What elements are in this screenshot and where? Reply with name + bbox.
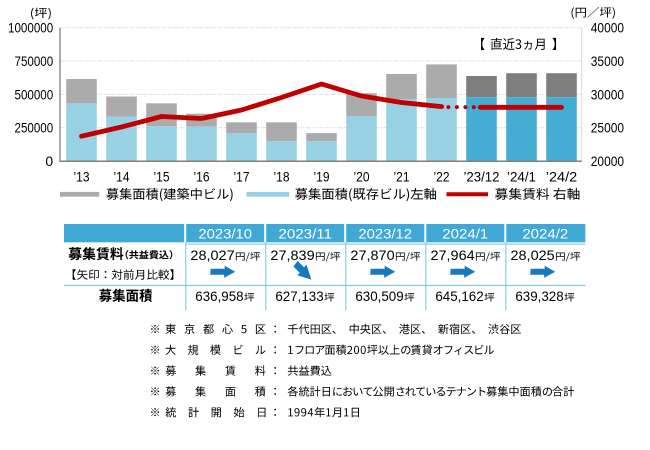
svg-text:’24/2: ’24/2 [546,169,578,185]
svg-text:28,025: 28,025 [510,247,554,263]
svg-text:750000: 750000 [15,53,54,69]
svg-text:’18: ’18 [274,169,290,185]
svg-text:30000: 30000 [591,86,624,102]
svg-text:’13: ’13 [74,169,90,185]
svg-text:636,958: 636,958 [195,288,244,304]
svg-text:’15: ’15 [154,169,170,185]
svg-text:’23/12: ’23/12 [464,169,500,185]
svg-text:’17: ’17 [234,169,250,185]
svg-text:500000: 500000 [15,86,54,102]
svg-text:’21: ’21 [394,169,410,185]
svg-text:0: 0 [45,153,53,169]
svg-text:20000: 20000 [591,153,624,169]
svg-text:645,162: 645,162 [435,288,484,304]
svg-text:’19: ’19 [314,169,330,185]
svg-text:’16: ’16 [194,169,210,185]
svg-text:’22: ’22 [434,169,450,185]
svg-text:’20: ’20 [354,169,370,185]
svg-text:630,509: 630,509 [355,288,404,304]
svg-text:2023/10: 2023/10 [198,227,252,242]
svg-text:627,133: 627,133 [275,288,324,304]
svg-text:2023/11: 2023/11 [278,227,332,242]
svg-text:27,839: 27,839 [270,247,314,263]
svg-text:’24/1: ’24/1 [507,169,536,185]
svg-text:250000: 250000 [15,120,54,136]
svg-text:’14: ’14 [114,169,130,185]
svg-text:1000000: 1000000 [8,20,53,36]
svg-text:40000: 40000 [591,20,624,36]
svg-text:27,870: 27,870 [350,247,394,263]
svg-text:2023/12: 2023/12 [358,227,412,242]
svg-text:27,964: 27,964 [430,247,474,263]
svg-text:25000: 25000 [591,120,624,136]
svg-text:2024/2: 2024/2 [522,227,568,242]
svg-text:35000: 35000 [591,53,624,69]
svg-text:2024/1: 2024/1 [442,227,488,242]
svg-text:639,328: 639,328 [515,288,564,304]
svg-text:28,027: 28,027 [190,247,234,263]
